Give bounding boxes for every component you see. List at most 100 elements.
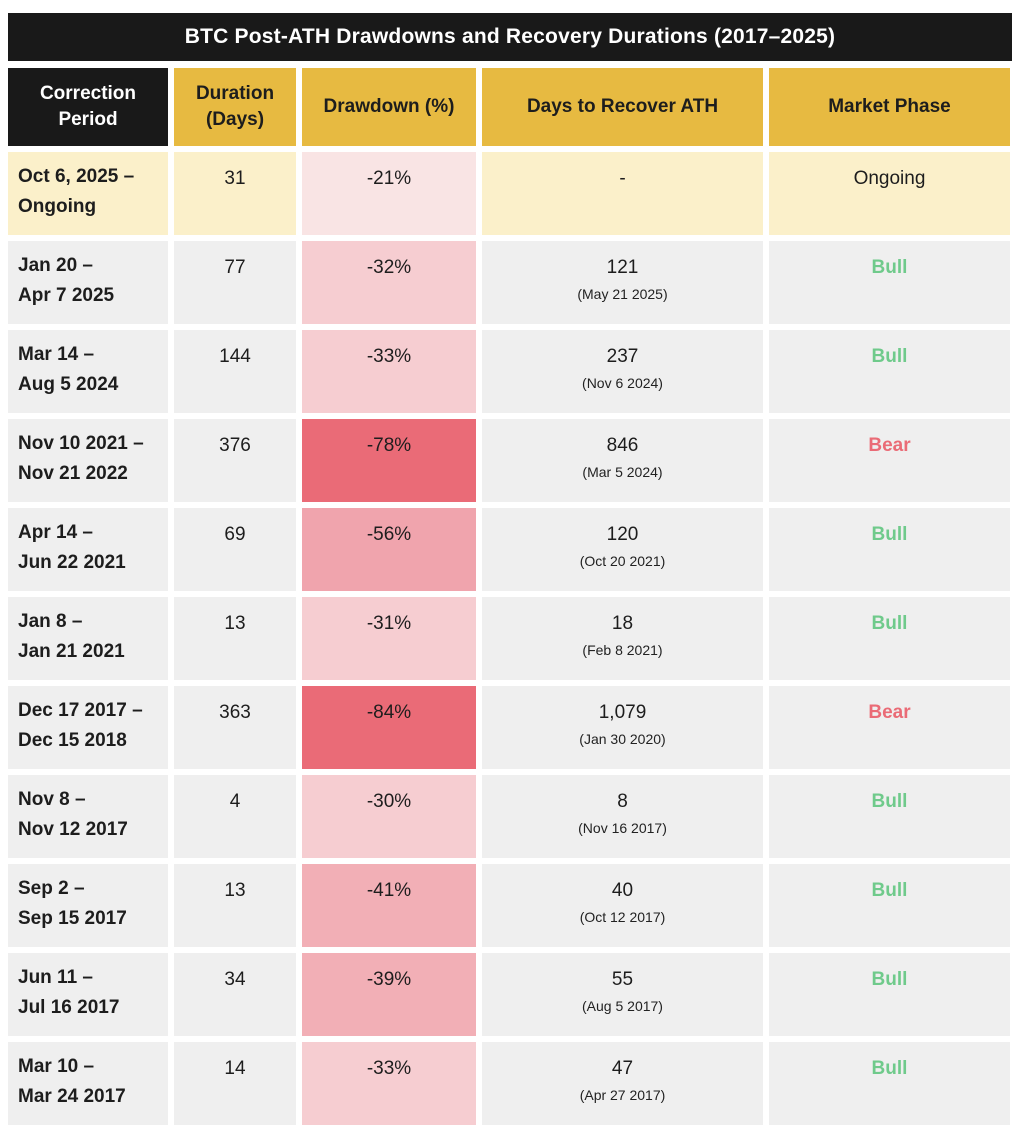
market-phase-cell: Bull — [769, 775, 1010, 858]
recover-days: 8 — [617, 791, 628, 812]
period-cell: Jan 8 – Jan 21 2021 — [8, 597, 168, 680]
recover-cell: 18 (Feb 8 2021) — [482, 597, 763, 680]
recover-date: (Aug 5 2017) — [582, 998, 663, 1014]
period-line2: Dec 15 2018 — [18, 730, 127, 751]
period-line2: Jul 16 2017 — [18, 997, 120, 1018]
period-cell: Dec 17 2017 – Dec 15 2018 — [8, 686, 168, 769]
period-line1: Nov 8 – — [18, 789, 86, 810]
period-cell: Sep 2 – Sep 15 2017 — [8, 864, 168, 947]
drawdown-cell: -33% — [302, 1042, 476, 1125]
column-header-drawdown: Drawdown (%) — [302, 68, 476, 146]
period-cell: Jun 11 – Jul 16 2017 — [8, 953, 168, 1036]
period-cell: Nov 8 – Nov 12 2017 — [8, 775, 168, 858]
drawdown-cell: -31% — [302, 597, 476, 680]
period-line2: Jan 21 2021 — [18, 641, 125, 662]
duration-cell: 77 — [174, 241, 296, 324]
drawdown-cell: -78% — [302, 419, 476, 502]
drawdown-cell: -41% — [302, 864, 476, 947]
market-phase-cell: Bear — [769, 419, 1010, 502]
period-line1: Jun 11 – — [18, 967, 93, 988]
period-line2: Ongoing — [18, 196, 97, 217]
recover-date: (Oct 20 2021) — [579, 553, 666, 569]
period-line2: Aug 5 2024 — [18, 374, 119, 395]
period-cell: Mar 14 – Aug 5 2024 — [8, 330, 168, 413]
duration-cell: 144 — [174, 330, 296, 413]
duration-cell: 363 — [174, 686, 296, 769]
period-line2: Sep 15 2017 — [18, 908, 127, 929]
period-line1: Dec 17 2017 – — [18, 700, 143, 721]
period-line1: Sep 2 – — [18, 878, 85, 899]
table-title-text: BTC Post-ATH Drawdowns and Recovery Dura… — [184, 25, 836, 48]
duration-cell: 13 — [174, 597, 296, 680]
market-phase-cell: Bull — [769, 508, 1010, 591]
recover-days: 40 — [611, 880, 634, 901]
recover-days: 47 — [611, 1058, 634, 1079]
recover-days: 18 — [611, 613, 634, 634]
market-phase-cell: Bull — [769, 864, 1010, 947]
recover-date: (May 21 2025) — [577, 286, 668, 302]
column-header-days-to-recover: Days to Recover ATH — [482, 68, 763, 146]
duration-cell: 31 — [174, 152, 296, 235]
period-line1: Nov 10 2021 – — [18, 433, 144, 454]
recover-days: 237 — [606, 346, 639, 367]
column-header-market-phase: Market Phase — [769, 68, 1010, 146]
market-phase-cell: Bull — [769, 953, 1010, 1036]
period-line1: Mar 14 – — [18, 344, 95, 365]
drawdown-table: Correction Period Duration (Days) Drawdo… — [8, 68, 1012, 1125]
market-phase-cell: Bull — [769, 1042, 1010, 1125]
recover-days: 55 — [611, 969, 634, 990]
recover-date: (Mar 5 2024) — [582, 464, 663, 480]
period-cell: Mar 10 – Mar 24 2017 — [8, 1042, 168, 1125]
recover-cell: 55 (Aug 5 2017) — [482, 953, 763, 1036]
drawdown-cell: -84% — [302, 686, 476, 769]
drawdown-cell: -33% — [302, 330, 476, 413]
table-title: BTC Post-ATH Drawdowns and Recovery Dura… — [8, 13, 1012, 61]
period-line2: Apr 7 2025 — [18, 285, 115, 306]
recover-cell: 1,079 (Jan 30 2020) — [482, 686, 763, 769]
drawdown-cell: -56% — [302, 508, 476, 591]
recover-days: 121 — [606, 257, 639, 278]
recover-days: 1,079 — [598, 702, 647, 723]
recover-cell: 846 (Mar 5 2024) — [482, 419, 763, 502]
duration-cell: 14 — [174, 1042, 296, 1125]
duration-cell: 34 — [174, 953, 296, 1036]
recover-date: (Apr 27 2017) — [579, 1087, 666, 1103]
drawdown-cell: -32% — [302, 241, 476, 324]
market-phase-cell: Bull — [769, 597, 1010, 680]
period-line1: Mar 10 – — [18, 1056, 95, 1077]
column-header-duration: Duration (Days) — [174, 68, 296, 146]
recover-days: 120 — [606, 524, 639, 545]
recover-date: (Nov 6 2024) — [582, 375, 663, 391]
duration-cell: 13 — [174, 864, 296, 947]
recover-date: (Jan 30 2020) — [579, 731, 666, 747]
period-cell: Apr 14 – Jun 22 2021 — [8, 508, 168, 591]
column-header-correction-period: Correction Period — [8, 68, 168, 146]
market-phase-cell: Bull — [769, 241, 1010, 324]
recover-date: (Oct 12 2017) — [579, 909, 666, 925]
period-cell: Oct 6, 2025 – Ongoing — [8, 152, 168, 235]
recover-cell: 121 (May 21 2025) — [482, 241, 763, 324]
period-line2: Nov 12 2017 — [18, 819, 128, 840]
drawdown-cell: -30% — [302, 775, 476, 858]
recover-cell: 47 (Apr 27 2017) — [482, 1042, 763, 1125]
recover-date: (Nov 16 2017) — [578, 820, 667, 836]
duration-cell: 69 — [174, 508, 296, 591]
market-phase-cell: Bear — [769, 686, 1010, 769]
recover-cell: 8 (Nov 16 2017) — [482, 775, 763, 858]
period-line2: Nov 21 2022 — [18, 463, 128, 484]
period-line1: Apr 14 – — [18, 522, 93, 543]
drawdown-cell: -21% — [302, 152, 476, 235]
period-line2: Mar 24 2017 — [18, 1086, 126, 1107]
duration-cell: 376 — [174, 419, 296, 502]
recover-date: (Feb 8 2021) — [582, 642, 663, 658]
recover-cell: - — [482, 152, 763, 235]
period-line1: Jan 8 – — [18, 611, 83, 632]
recover-cell: 40 (Oct 12 2017) — [482, 864, 763, 947]
market-phase-cell: Ongoing — [769, 152, 1010, 235]
period-line2: Jun 22 2021 — [18, 552, 126, 573]
market-phase-cell: Bull — [769, 330, 1010, 413]
recover-days: 846 — [606, 435, 639, 456]
duration-cell: 4 — [174, 775, 296, 858]
recover-cell: 120 (Oct 20 2021) — [482, 508, 763, 591]
